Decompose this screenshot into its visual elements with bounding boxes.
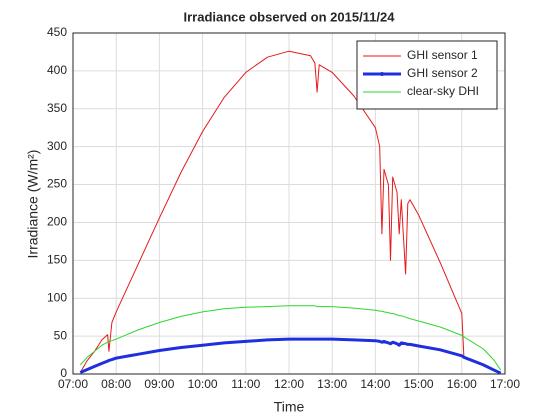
x-tick-label: 16:00 (447, 377, 477, 391)
y-tick-label: 100 (47, 290, 67, 304)
series-line (79, 305, 502, 371)
x-tick-label: 17:00 (490, 377, 520, 391)
y-axis-label: Irradiance (W/m²) (25, 150, 41, 259)
y-tick-label: 200 (47, 215, 67, 229)
y-tick-label: 50 (54, 328, 68, 342)
x-tick-label: 12:00 (274, 377, 304, 391)
y-tick-label: 300 (47, 139, 67, 153)
y-tick-label: 400 (47, 63, 67, 77)
y-tick-label: 350 (47, 101, 67, 115)
legend-label: clear-sky DHI (407, 84, 479, 98)
legend-label: GHI sensor 1 (407, 48, 478, 62)
x-tick-label: 08:00 (101, 377, 131, 391)
y-tick-label: 0 (60, 366, 67, 380)
legend-marker (380, 72, 384, 76)
plot-frame (72, 32, 506, 375)
x-tick-label: 10:00 (188, 377, 218, 391)
legend: GHI sensor 1 GHI sensor 2 clear-sky DHI (356, 40, 498, 110)
y-tick-label: 450 (47, 25, 67, 39)
x-tick-label: 07:00 (58, 377, 88, 391)
x-tick-label: 14:00 (360, 377, 390, 391)
x-axis-label: Time (274, 399, 305, 415)
series-line (79, 50, 465, 373)
x-tick-label: 09:00 (144, 377, 174, 391)
series-line (79, 337, 502, 375)
y-tick-label: 150 (47, 253, 67, 267)
legend-label: GHI sensor 2 (407, 66, 478, 80)
chart-title: Irradiance observed on 2015/11/24 (183, 9, 395, 24)
x-tick-label: 15:00 (404, 377, 434, 391)
x-tick-label: 13:00 (317, 377, 347, 391)
y-tick-label: 250 (47, 177, 67, 191)
x-tick-label: 11:00 (231, 377, 260, 391)
